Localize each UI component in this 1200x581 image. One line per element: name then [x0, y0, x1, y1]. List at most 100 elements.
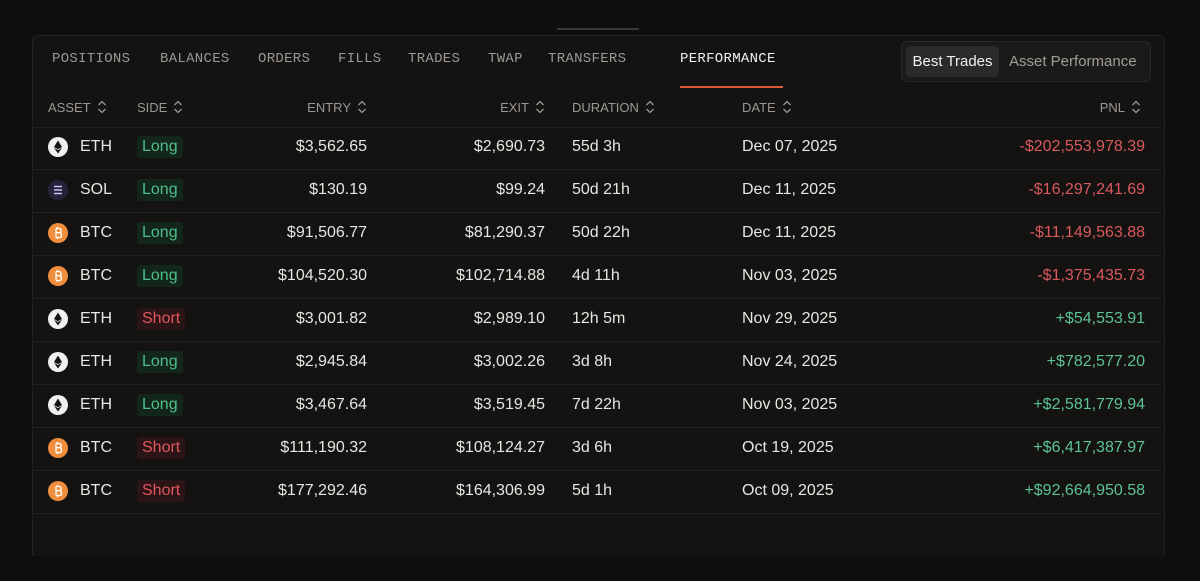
entry-price: $91,506.77	[286, 224, 367, 241]
side-badge: Short	[137, 480, 186, 502]
date: Nov 24, 2025	[742, 353, 838, 370]
coin-icon	[48, 137, 68, 157]
tab[interactable]: FILLS	[338, 51, 382, 67]
asset-name: ETH	[80, 353, 112, 370]
date: Oct 09, 2025	[742, 482, 834, 499]
asset-name: ETH	[80, 138, 112, 155]
row-divider	[33, 513, 1162, 514]
exit-price: $164,306.99	[456, 482, 545, 499]
tab[interactable]: TRADES	[408, 51, 461, 67]
asset-name: BTC	[80, 224, 112, 241]
side-badge: Long	[137, 222, 183, 244]
entry-price: $104,520.30	[278, 267, 367, 284]
header-label: ENTRY	[307, 99, 351, 115]
sort-icon	[536, 100, 544, 114]
side-badge: Long	[137, 179, 183, 201]
asset-icon	[48, 395, 68, 415]
column-header[interactable]: DURATION	[572, 99, 655, 115]
duration: 12h 5m	[572, 310, 626, 327]
coin-icon	[48, 438, 68, 458]
coin-icon	[48, 481, 68, 501]
exit-price: $3,519.45	[473, 396, 545, 413]
date: Dec 11, 2025	[742, 224, 836, 241]
entry-price: $130.19	[309, 181, 367, 198]
coin-icon	[48, 395, 68, 415]
asset-icon	[48, 309, 68, 329]
date: Nov 29, 2025	[742, 310, 838, 327]
exit-price: $81,290.37	[464, 224, 545, 241]
sort-icon	[782, 100, 791, 114]
asset-name: SOL	[80, 181, 113, 198]
panel	[32, 35, 1165, 556]
row-divider	[33, 127, 1162, 128]
sort-icon	[1132, 100, 1140, 114]
row-divider	[33, 212, 1162, 213]
header-label: PNL	[1099, 99, 1125, 115]
exit-price: $2,690.73	[473, 138, 545, 155]
entry-price: $2,945.84	[295, 353, 367, 370]
exit-price: $99.24	[496, 181, 545, 198]
duration: 5d 1h	[572, 482, 613, 499]
sort-icon	[174, 100, 183, 114]
row-divider	[33, 169, 1162, 170]
pnl: +$54,553.91	[1055, 310, 1145, 327]
coin-icon	[48, 352, 68, 372]
pnl: +$782,577.20	[1046, 353, 1145, 370]
asset-icon	[48, 481, 68, 501]
tab[interactable]: POSITIONS	[52, 51, 131, 67]
row-divider	[33, 255, 1162, 256]
column-header[interactable]: PNL	[1100, 99, 1141, 115]
coin-icon	[48, 309, 68, 329]
exit-price: $102,714.88	[456, 267, 545, 284]
toggle-button[interactable]: Best Trades	[906, 46, 999, 77]
column-header[interactable]: DATE	[742, 99, 792, 115]
pnl: +$6,417,387.97	[1033, 439, 1145, 456]
exit-price: $2,989.10	[473, 310, 545, 327]
entry-price: $3,467.64	[295, 396, 367, 413]
sort-icon	[645, 100, 654, 114]
tab[interactable]: ORDERS	[258, 51, 311, 67]
side-badge: Short	[137, 437, 186, 459]
date: Dec 07, 2025	[742, 138, 838, 155]
coin-icon	[48, 180, 68, 200]
tab[interactable]: TWAP	[488, 51, 523, 67]
entry-price: $111,190.32	[280, 439, 367, 456]
header-label: ASSET	[48, 99, 91, 115]
side-badge: Long	[137, 136, 183, 158]
pnl: -$1,375,435.73	[1037, 267, 1145, 284]
date: Nov 03, 2025	[742, 396, 838, 413]
duration: 55d 3h	[572, 138, 621, 155]
asset-icon	[48, 266, 68, 286]
exit-price: $108,124.27	[456, 439, 545, 456]
row-divider	[33, 470, 1162, 471]
date: Oct 19, 2025	[742, 439, 834, 456]
side-badge: Long	[137, 351, 183, 373]
asset-icon	[48, 137, 68, 157]
column-header[interactable]: EXIT	[500, 99, 545, 115]
date: Nov 03, 2025	[742, 267, 838, 284]
entry-price: $3,562.65	[295, 138, 367, 155]
duration: 50d 22h	[572, 224, 630, 241]
column-header[interactable]: ENTRY	[307, 99, 367, 115]
toggle-button[interactable]: Asset Performance	[1009, 53, 1137, 70]
date: Dec 11, 2025	[742, 181, 836, 198]
duration: 3d 6h	[572, 439, 613, 456]
asset-name: BTC	[80, 439, 112, 456]
pnl: -$202,553,978.39	[1019, 138, 1145, 155]
entry-price: $3,001.82	[295, 310, 367, 327]
asset-icon	[48, 180, 68, 200]
side-badge: Long	[137, 265, 183, 287]
side-badge: Long	[137, 394, 183, 416]
tab[interactable]: PERFORMANCE	[680, 51, 776, 67]
coin-icon	[48, 223, 68, 243]
asset-icon	[48, 438, 68, 458]
column-header[interactable]: ASSET	[48, 99, 107, 115]
tab[interactable]: BALANCES	[160, 51, 230, 67]
tab[interactable]: TRANSFERS	[548, 51, 627, 67]
row-divider	[33, 427, 1162, 428]
column-header[interactable]: SIDE	[137, 99, 183, 115]
view-toggle: Best Trades Asset Performance	[901, 41, 1151, 82]
